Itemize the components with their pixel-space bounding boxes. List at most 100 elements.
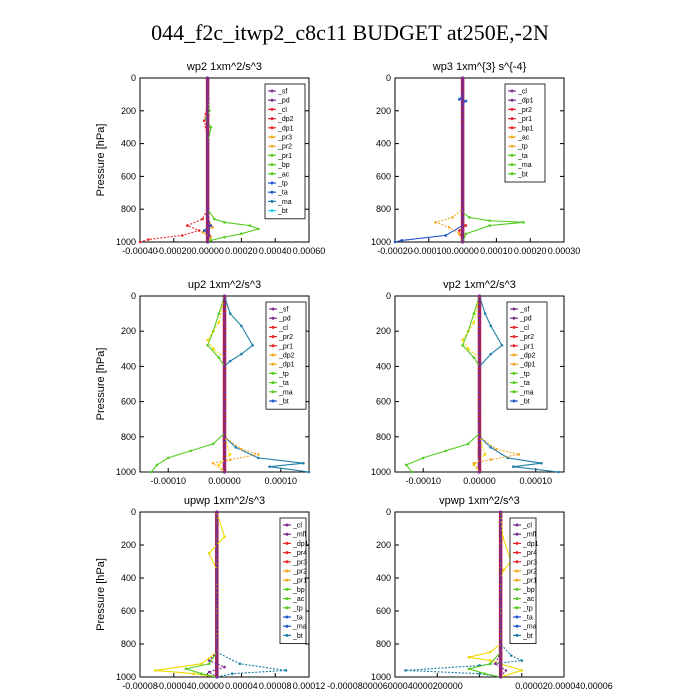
legend-label: _dp1 xyxy=(292,541,309,548)
legend-marker xyxy=(270,153,274,157)
profile-marker xyxy=(222,307,227,311)
profile-marker xyxy=(499,518,503,522)
series-point xyxy=(223,535,226,539)
x-tick-label: 0.00000 xyxy=(191,246,224,256)
series-point xyxy=(184,667,188,671)
profile-marker xyxy=(215,580,219,584)
legend-label: _tp xyxy=(522,605,533,612)
y-tick-label: 200 xyxy=(376,540,391,550)
series-point xyxy=(217,356,221,359)
y-tick-label: 0 xyxy=(131,507,136,517)
profile-marker xyxy=(206,125,210,129)
x-tick-label: 0.00030 xyxy=(548,246,581,256)
y-tick-label: 1000 xyxy=(116,467,136,477)
series-point xyxy=(488,219,491,222)
legend-marker xyxy=(270,172,274,176)
profile-marker xyxy=(477,334,482,338)
profile-marker xyxy=(499,526,503,531)
profile-marker xyxy=(461,199,465,203)
figure-title: 044_f2c_itwp2_c8c11 BUDGET at250E,-2N xyxy=(151,20,549,45)
legend-label: _ta xyxy=(517,153,528,160)
series-point xyxy=(451,216,454,219)
profile-marker xyxy=(215,547,219,551)
series-point xyxy=(211,347,215,351)
panel-title: vpwp 1xm^2/s^3 xyxy=(439,495,520,507)
profile-marker xyxy=(461,142,465,146)
series-point xyxy=(268,465,271,469)
profile-marker xyxy=(499,613,503,617)
series-point xyxy=(240,232,243,236)
profile-marker xyxy=(477,325,482,329)
x-tick-label: 0.00020 xyxy=(225,246,258,256)
profile-marker xyxy=(499,638,503,642)
series-point xyxy=(248,224,252,227)
legend-label: _pr1 xyxy=(278,343,293,350)
x-tick-label: 0.000020.000040.00006 xyxy=(515,681,613,691)
profile-marker xyxy=(461,211,465,215)
profile-marker xyxy=(477,360,482,364)
legend-marker xyxy=(285,615,289,619)
series-point xyxy=(186,224,189,227)
legend-label: _ac xyxy=(522,596,535,603)
profile-marker xyxy=(215,601,219,605)
profile-marker xyxy=(222,312,227,316)
legend-marker xyxy=(270,117,274,121)
x-tick-label: -0.00010 xyxy=(411,246,447,256)
profile-marker xyxy=(206,137,210,142)
legend-marker xyxy=(510,89,514,93)
legend-label: _tp xyxy=(292,605,303,612)
legend-label: _ma xyxy=(278,389,293,396)
legend-label: _pr2 xyxy=(278,334,293,341)
profile-marker xyxy=(461,88,465,92)
profile-marker xyxy=(461,162,465,166)
series-point xyxy=(466,442,470,446)
x-tick-label: 0.00000 xyxy=(446,246,479,256)
y-tick-label: 600 xyxy=(121,606,136,616)
profile-marker xyxy=(477,320,482,324)
series-point xyxy=(211,442,215,446)
legend-marker xyxy=(285,624,289,628)
legend-marker xyxy=(515,587,519,591)
series-point xyxy=(520,659,524,662)
legend-marker xyxy=(510,144,514,148)
series-point xyxy=(506,456,509,460)
x-tick-label: -0.00010 xyxy=(405,476,441,486)
profile-marker xyxy=(477,351,482,355)
profile-marker xyxy=(461,146,465,150)
profile-marker xyxy=(215,613,219,617)
profile-marker xyxy=(222,303,227,307)
profile-marker xyxy=(215,592,219,597)
profile-marker xyxy=(461,137,465,142)
series-line-dp1 xyxy=(150,295,226,473)
series-line-pr2 xyxy=(433,78,464,243)
profile-marker xyxy=(499,667,503,671)
profile-marker xyxy=(206,80,210,84)
series-point xyxy=(284,669,288,672)
series-point xyxy=(251,343,254,347)
profile-marker xyxy=(499,514,503,518)
series-point xyxy=(209,235,213,239)
profile-marker xyxy=(206,117,210,121)
series-point xyxy=(211,461,215,465)
profile-marker xyxy=(215,526,219,531)
profile-marker xyxy=(206,170,210,174)
profile-marker xyxy=(499,555,503,559)
series-line-dp1 xyxy=(139,78,209,243)
series-point xyxy=(472,356,476,359)
profile-marker xyxy=(206,236,210,240)
profile-marker xyxy=(222,395,227,399)
plot-frame xyxy=(139,511,310,678)
profile-marker xyxy=(222,444,227,448)
legend-label: _cl xyxy=(519,325,529,332)
legend-marker xyxy=(512,307,516,311)
series-point xyxy=(502,568,506,572)
profile-marker xyxy=(215,650,219,654)
legend-label: _bt xyxy=(278,399,289,406)
series-point xyxy=(202,119,206,122)
y-tick-label: 800 xyxy=(376,204,391,214)
profile-marker xyxy=(477,470,482,474)
legend-label: _mfl xyxy=(522,532,537,539)
series-point xyxy=(410,470,414,474)
y-tick-label: 400 xyxy=(121,361,136,371)
profile-marker xyxy=(206,215,210,219)
